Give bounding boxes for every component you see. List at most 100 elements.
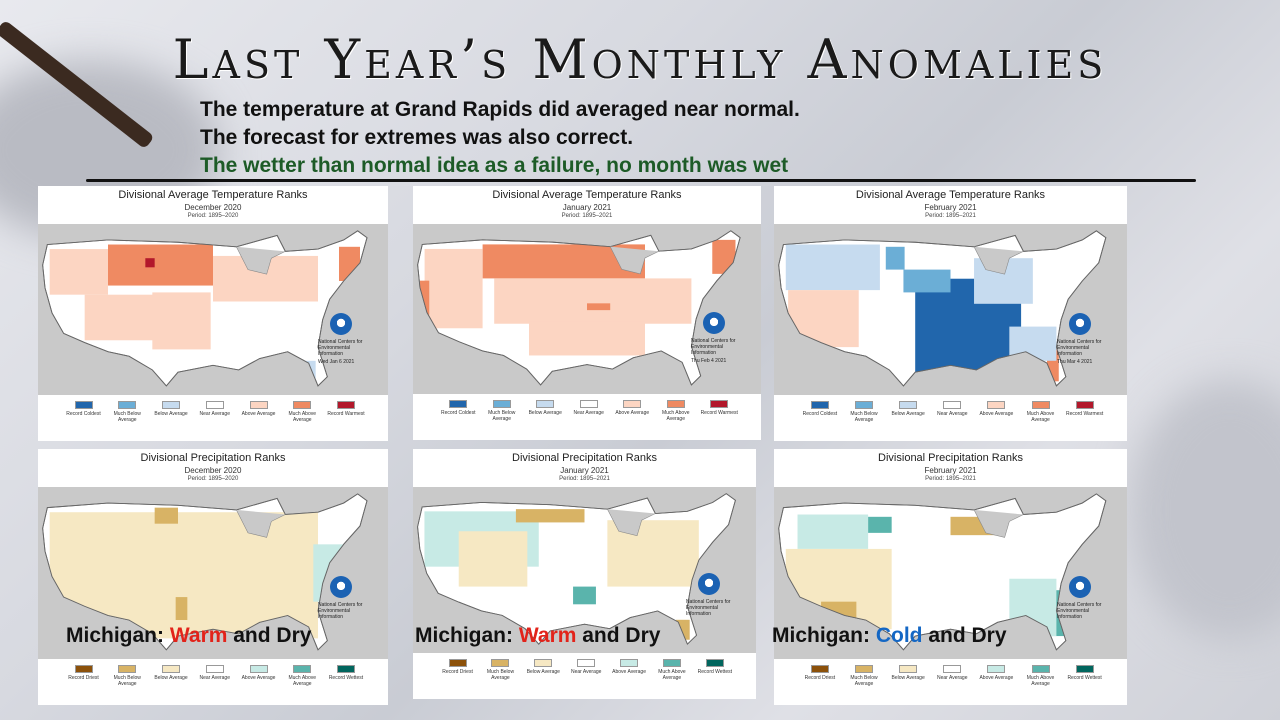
legend-item: Much Above Average xyxy=(1021,665,1061,687)
legend-label: Much Below Average xyxy=(850,675,878,687)
legend-label: Above Average xyxy=(979,411,1014,417)
map-legend: Record Coldest Much Below Average Below … xyxy=(413,400,761,436)
legend-label: Below Average xyxy=(528,410,562,416)
panel-title: Divisional Precipitation Ranks xyxy=(140,452,286,464)
map-region xyxy=(152,292,211,350)
legend-label: Below Average xyxy=(891,675,925,681)
legend-label: Much Above Average xyxy=(288,411,317,423)
map-region xyxy=(785,548,892,630)
legend-label: Record Coldest xyxy=(802,411,838,417)
map-region xyxy=(797,514,869,549)
legend-swatch xyxy=(1031,665,1050,673)
legend-item: Near Average xyxy=(195,665,235,681)
michigan-label-dec: Michigan: Warm and Dry xyxy=(66,624,312,647)
legend-swatch xyxy=(810,665,829,673)
map-region xyxy=(903,269,951,293)
map-panel-temp-jan-2021: Divisional Average Temperature Ranks Janu… xyxy=(413,186,761,440)
legend-item: Much Below Average xyxy=(844,401,884,423)
legend-swatch xyxy=(536,400,555,408)
us-map xyxy=(774,487,1127,659)
panel-period: Period: 1895–2021 xyxy=(925,213,976,219)
map-date-stamp: Thu Feb 4 2021 xyxy=(691,358,727,365)
summary-line-extremes: The forecast for extremes was also corre… xyxy=(200,126,634,149)
panel-month: January 2021 xyxy=(560,466,609,475)
panel-period: Period: 1895–2020 xyxy=(187,213,239,219)
legend-item: Record Warmest xyxy=(699,400,739,416)
map-region xyxy=(868,516,892,533)
legend-item: Below Average xyxy=(523,659,563,675)
ncei-text: National Centers for Environmental Infor… xyxy=(686,599,731,618)
map-region xyxy=(885,246,905,270)
legend-swatch xyxy=(205,401,224,409)
legend-item: Near Average xyxy=(566,659,606,675)
legend-swatch xyxy=(987,401,1006,409)
panel-period: Period: 1895–2020 xyxy=(187,476,239,482)
legend-swatch xyxy=(162,401,180,409)
legend-swatch xyxy=(899,401,918,409)
legend-swatch xyxy=(448,659,467,667)
panel-month: December 2020 xyxy=(184,466,242,475)
legend-label: Record Coldest xyxy=(441,410,476,416)
noaa-logo-icon xyxy=(330,576,352,599)
panel-title: Divisional Average Temperature Ranks xyxy=(855,189,1046,201)
map-panel-precip-feb-2021: Divisional Precipitation Ranks February 2… xyxy=(774,449,1127,705)
map-region xyxy=(145,258,155,268)
legend-label: Much Above Average xyxy=(288,675,317,687)
legend-item: Record Driest xyxy=(64,665,104,681)
michigan-label-feb: Michigan: Cold and Dry xyxy=(772,624,1007,647)
legend-label: Near Average xyxy=(573,410,604,416)
legend-swatch xyxy=(491,659,510,667)
panel-month: January 2021 xyxy=(562,203,612,212)
map-region xyxy=(587,303,611,311)
legend-item: Record Warmest xyxy=(326,401,366,417)
summary-line-precipitation: The wetter than normal idea as a failure… xyxy=(200,154,789,177)
legend-item: Much Below Average xyxy=(107,665,147,687)
map-region xyxy=(712,239,736,274)
legend-swatch xyxy=(249,665,268,673)
legend-item: Below Average xyxy=(525,400,565,416)
legend-item: Above Average xyxy=(976,665,1016,681)
legend-label: Much Below Average xyxy=(113,675,141,687)
legend-label: Record Wettest xyxy=(1067,675,1102,681)
panel-month: February 2021 xyxy=(924,203,977,212)
map-legend: Record Driest Much Below Average Below A… xyxy=(413,659,756,695)
legend-item: Above Average xyxy=(612,400,652,416)
legend-label: Much Above Average xyxy=(661,410,690,422)
legend-item: Above Average xyxy=(239,401,279,417)
legend-item: Record Coldest xyxy=(64,401,104,417)
panel-period: Period: 1895–2021 xyxy=(561,213,613,219)
ncei-text: National Centers for Environmental Infor… xyxy=(318,338,363,357)
legend-swatch xyxy=(162,665,180,673)
legend-swatch xyxy=(710,400,729,408)
map-region xyxy=(573,586,596,605)
us-map xyxy=(38,487,388,659)
legend-swatch xyxy=(943,665,962,673)
us-map xyxy=(413,487,756,653)
legend-label: Above Average xyxy=(241,411,276,417)
legend-label: Record Wettest xyxy=(697,669,733,675)
noaa-logo-icon xyxy=(698,573,720,596)
legend-label: Much Above Average xyxy=(1026,411,1055,423)
legend-swatch xyxy=(899,665,918,673)
legend-item: Below Average xyxy=(888,665,928,681)
map-region xyxy=(675,619,690,640)
legend-item: Near Average xyxy=(932,665,972,681)
legend-label: Near Average xyxy=(199,411,230,417)
map-region xyxy=(1009,578,1057,637)
legend-swatch xyxy=(492,400,511,408)
map-region xyxy=(84,294,155,341)
legend-item: Below Average xyxy=(151,665,191,681)
legend-label: Much Below Average xyxy=(850,411,878,423)
legend-label: Below Average xyxy=(891,411,925,417)
legend-item: Record Wettest xyxy=(695,659,735,675)
legend-label: Record Coldest xyxy=(66,411,101,417)
ncei-text: National Centers for Environmental Infor… xyxy=(691,338,736,357)
summary-text: The temperature at Grand Rapids did aver… xyxy=(200,96,800,180)
legend-label: Record Driest xyxy=(804,675,836,681)
us-map xyxy=(774,224,1127,395)
legend-item: Record Wettest xyxy=(326,665,366,681)
legend-swatch xyxy=(205,665,224,673)
map-region xyxy=(154,507,178,524)
legend-item: Much Below Average xyxy=(107,401,147,423)
map-region xyxy=(424,248,483,329)
